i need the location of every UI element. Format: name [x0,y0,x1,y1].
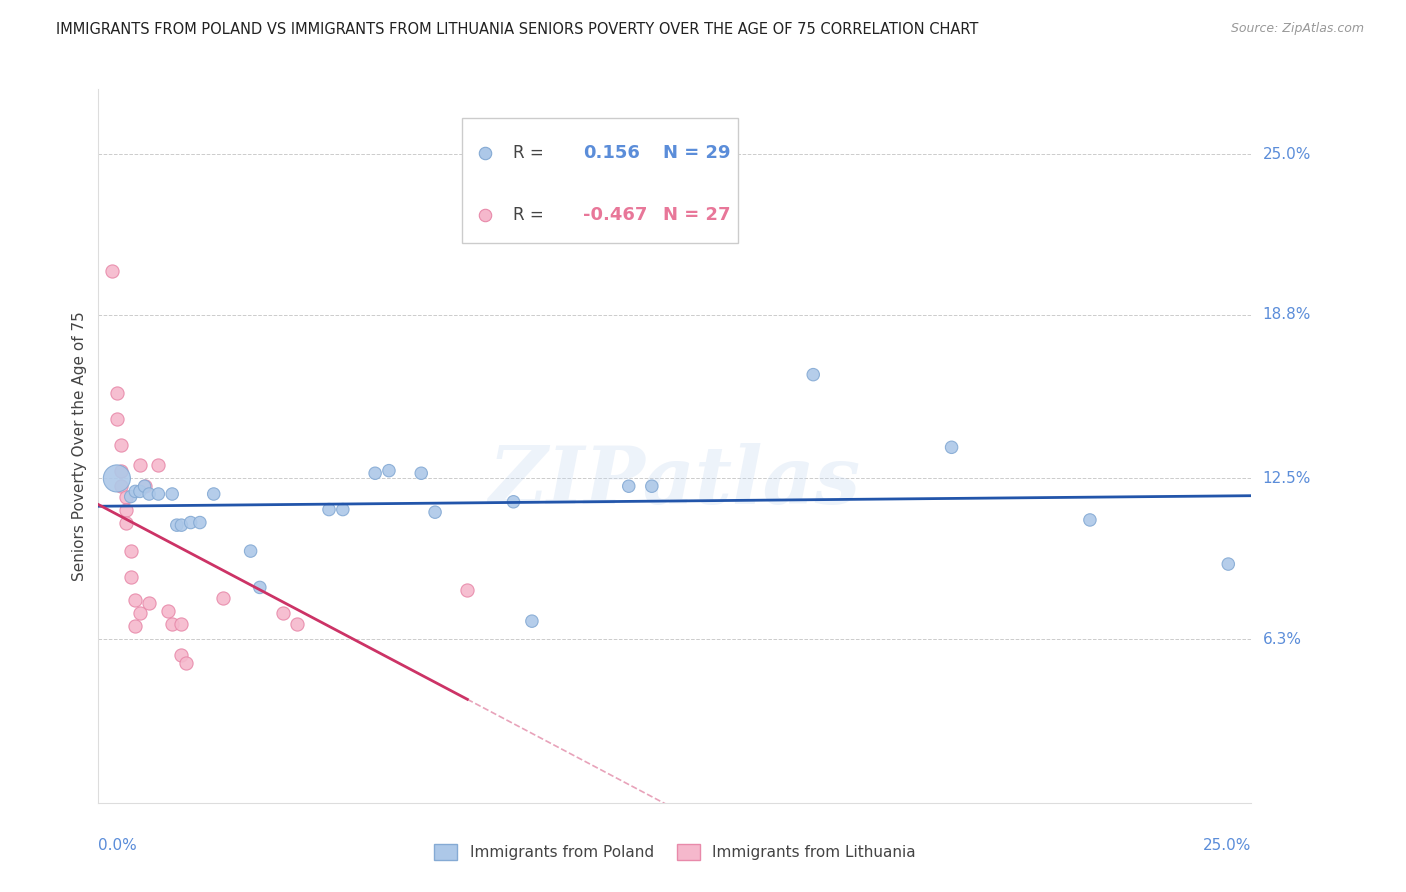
Point [271,607,294,621]
Point [148,487,170,501]
FancyBboxPatch shape [461,118,738,243]
Point [318,502,340,516]
Point [124,593,146,607]
Point [170,616,193,631]
Text: 0.0%: 0.0% [98,838,138,854]
Point [332,502,354,516]
Point [120,490,142,504]
Point [160,616,183,631]
Point [129,484,152,499]
Point [110,438,132,452]
Point [105,471,128,485]
Point [411,467,433,481]
Point [138,596,160,610]
Point [120,570,142,584]
Point [180,516,202,530]
Point [801,368,824,382]
Text: R =: R = [513,206,544,224]
Point [101,264,124,278]
Point [105,411,128,425]
Point [129,458,152,473]
Point [170,648,193,662]
Text: 25.0%: 25.0% [1204,838,1251,854]
Point [456,582,478,597]
Point [160,487,183,501]
Point [170,518,193,533]
Point [202,487,225,501]
Y-axis label: Seniors Poverty Over the Age of 75: Seniors Poverty Over the Age of 75 [72,311,87,581]
Point [474,208,496,222]
Text: -0.467: -0.467 [582,206,647,224]
Point [617,479,640,493]
Point [364,467,387,481]
Point [212,591,235,605]
Text: Source: ZipAtlas.com: Source: ZipAtlas.com [1230,22,1364,36]
Point [188,516,211,530]
Point [148,458,170,473]
Point [110,464,132,478]
Point [174,656,197,670]
Point [134,479,156,493]
Point [1218,557,1240,571]
Point [120,544,142,558]
Point [520,614,543,628]
Point [474,145,496,160]
Text: ZIPatlas: ZIPatlas [489,443,860,520]
Point [156,604,179,618]
Point [115,516,138,530]
Text: 0.156: 0.156 [582,144,640,161]
Point [110,479,132,493]
Point [124,484,146,499]
Point [502,495,524,509]
Point [115,490,138,504]
Point [378,464,401,478]
Text: 25.0%: 25.0% [1263,146,1310,161]
Point [239,544,262,558]
Point [166,518,188,533]
Point [1078,513,1101,527]
Point [941,440,963,454]
Point [423,505,446,519]
Point [105,385,128,400]
Text: 18.8%: 18.8% [1263,308,1310,322]
Text: N = 29: N = 29 [664,144,731,161]
Point [138,487,160,501]
Point [249,581,271,595]
Legend: Immigrants from Poland, Immigrants from Lithuania: Immigrants from Poland, Immigrants from … [429,838,921,866]
Point [124,619,146,633]
Point [115,502,138,516]
Point [641,479,664,493]
Text: 6.3%: 6.3% [1263,632,1302,647]
Text: R =: R = [513,144,544,161]
Text: 12.5%: 12.5% [1263,471,1310,486]
Text: N = 27: N = 27 [664,206,731,224]
Text: IMMIGRANTS FROM POLAND VS IMMIGRANTS FROM LITHUANIA SENIORS POVERTY OVER THE AGE: IMMIGRANTS FROM POLAND VS IMMIGRANTS FRO… [56,22,979,37]
Point [285,616,308,631]
Point [129,607,152,621]
Point [134,479,156,493]
